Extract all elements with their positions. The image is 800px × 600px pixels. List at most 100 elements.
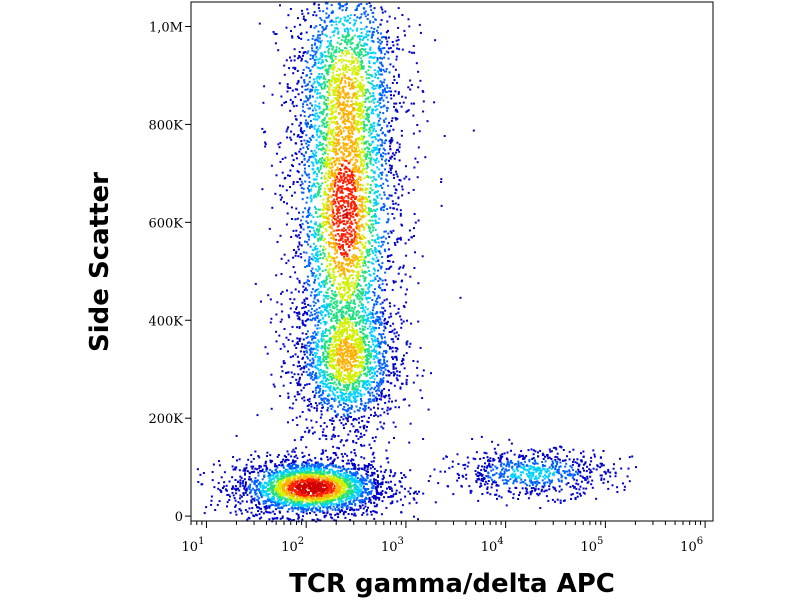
event-dot bbox=[271, 481, 274, 484]
event-dot bbox=[318, 125, 321, 128]
event-dot bbox=[309, 479, 312, 482]
event-dot bbox=[301, 182, 304, 185]
event-dot bbox=[389, 145, 391, 148]
event-dot bbox=[249, 483, 252, 486]
event-dot bbox=[310, 291, 313, 294]
event-dot bbox=[305, 472, 308, 474]
event-dot bbox=[352, 496, 355, 499]
event-dot bbox=[362, 214, 365, 217]
event-dot bbox=[351, 262, 354, 265]
event-dot bbox=[340, 199, 343, 202]
event-dot bbox=[286, 371, 289, 374]
event-dot bbox=[368, 290, 371, 293]
event-dot bbox=[366, 468, 369, 471]
event-dot bbox=[404, 495, 407, 498]
event-dot bbox=[202, 472, 205, 474]
event-dot bbox=[284, 468, 287, 471]
event-dot bbox=[331, 213, 334, 216]
event-dot bbox=[248, 471, 251, 474]
event-dot bbox=[299, 114, 302, 117]
event-dot bbox=[344, 216, 347, 219]
event-dot bbox=[332, 270, 335, 273]
event-dot bbox=[364, 50, 367, 53]
event-dot bbox=[354, 294, 357, 297]
event-dot bbox=[236, 459, 238, 462]
event-dot bbox=[332, 462, 334, 464]
event-dot bbox=[358, 229, 361, 232]
event-dot bbox=[345, 188, 348, 191]
event-dot bbox=[343, 178, 346, 180]
event-dot bbox=[263, 474, 266, 477]
event-dot bbox=[352, 256, 355, 259]
event-dot bbox=[281, 471, 284, 474]
event-dot bbox=[323, 497, 326, 500]
event-dot bbox=[276, 503, 279, 506]
event-dot bbox=[267, 511, 270, 514]
event-dot bbox=[352, 253, 355, 256]
event-dot bbox=[293, 489, 296, 491]
event-dot bbox=[340, 481, 343, 484]
event-dot bbox=[382, 209, 385, 212]
event-dot bbox=[339, 103, 342, 106]
event-dot bbox=[380, 184, 382, 187]
event-dot bbox=[231, 491, 234, 494]
event-dot bbox=[383, 204, 386, 207]
event-dot bbox=[365, 491, 367, 494]
event-dot bbox=[327, 187, 330, 190]
event-dot bbox=[314, 193, 317, 196]
event-dot bbox=[333, 459, 335, 462]
event-dot bbox=[286, 498, 289, 501]
event-dot bbox=[318, 488, 321, 491]
event-dot bbox=[351, 174, 354, 177]
event-dot bbox=[375, 300, 377, 303]
event-dot bbox=[352, 174, 355, 176]
event-dot bbox=[369, 498, 372, 501]
event-dot bbox=[314, 100, 317, 103]
event-dot bbox=[351, 480, 354, 483]
event-dot bbox=[329, 308, 332, 311]
event-dot bbox=[251, 480, 254, 483]
event-dot bbox=[361, 188, 364, 190]
event-dot bbox=[345, 498, 348, 501]
event-dot bbox=[344, 263, 347, 266]
event-dot bbox=[393, 281, 395, 284]
event-dot bbox=[298, 243, 301, 246]
event-dot bbox=[378, 45, 381, 48]
event-dot bbox=[378, 277, 381, 280]
event-dot bbox=[315, 500, 318, 503]
event-dot bbox=[385, 221, 388, 224]
event-dot bbox=[320, 164, 323, 167]
event-dot bbox=[361, 201, 364, 204]
event-dot bbox=[343, 484, 346, 487]
event-dot bbox=[394, 472, 397, 475]
event-dot bbox=[316, 182, 319, 185]
event-dot bbox=[340, 204, 343, 207]
event-dot bbox=[354, 242, 357, 245]
event-dot bbox=[334, 474, 337, 477]
event-dot bbox=[316, 509, 319, 512]
event-dot bbox=[298, 487, 301, 490]
event-dot bbox=[355, 508, 358, 511]
event-dot bbox=[358, 199, 361, 202]
event-dot bbox=[380, 513, 383, 516]
event-dot bbox=[334, 200, 337, 203]
event-dot bbox=[342, 472, 345, 475]
event-dot bbox=[253, 497, 256, 500]
event-dot bbox=[382, 203, 385, 206]
event-dot bbox=[301, 471, 304, 474]
event-dot bbox=[362, 54, 365, 57]
event-dot bbox=[309, 469, 312, 472]
event-dot bbox=[200, 483, 203, 486]
event-dot bbox=[349, 222, 352, 225]
event-dot bbox=[276, 152, 278, 155]
event-dot bbox=[245, 466, 248, 469]
event-dot bbox=[293, 473, 296, 476]
event-dot bbox=[389, 305, 392, 308]
event-dot bbox=[315, 14, 318, 17]
event-dot bbox=[330, 502, 333, 505]
event-dot bbox=[328, 149, 331, 152]
event-dot bbox=[305, 119, 307, 122]
event-dot bbox=[317, 169, 320, 172]
event-dot bbox=[325, 471, 328, 474]
event-dot bbox=[377, 174, 380, 177]
